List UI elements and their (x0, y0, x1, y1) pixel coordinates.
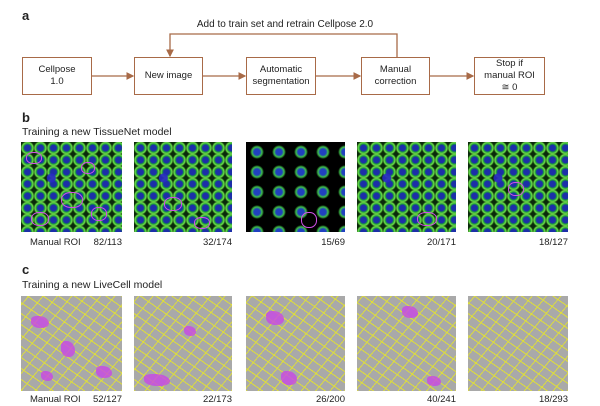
livecell-count-1: 52/127 (92, 394, 122, 405)
box-cellpose-1: Cellpose 1.0 (22, 57, 92, 95)
panel-c-label: c (22, 262, 30, 277)
livecell-image-4 (357, 296, 456, 391)
box-automatic-segmentation: Automatic segmentation (246, 57, 316, 95)
workflow-arrows (92, 33, 475, 80)
row-c-manual-roi-label: Manual ROI (30, 394, 81, 405)
livecell-image-2 (134, 296, 232, 391)
tissuenet-count-4: 20/171 (426, 237, 456, 248)
tissuenet-count-5: 18/127 (538, 237, 568, 248)
tissuenet-image-5 (468, 142, 568, 232)
row-b-manual-roi-label: Manual ROI (30, 237, 81, 248)
tissuenet-image-4 (357, 142, 456, 232)
livecell-count-4: 40/241 (426, 394, 456, 405)
livecell-image-3 (246, 296, 345, 391)
tissuenet-image-2 (134, 142, 232, 232)
livecell-count-5: 18/293 (538, 394, 568, 405)
livecell-image-1 (21, 296, 122, 391)
box-stop: Stop if manual ROI ≅ 0 (474, 57, 545, 95)
tissuenet-image-1 (21, 142, 122, 232)
tissuenet-count-3: 15/69 (321, 237, 345, 248)
livecell-image-5 (468, 296, 568, 391)
feedback-arrow (166, 33, 398, 58)
panel-b-label: b (22, 110, 30, 125)
livecell-count-2: 22/173 (202, 394, 232, 405)
panel-b-title: Training a new TissueNet model (22, 126, 172, 138)
tissuenet-count-2: 32/174 (202, 237, 232, 248)
tissuenet-image-3 (246, 142, 345, 232)
livecell-count-3: 26/200 (315, 394, 345, 405)
tissuenet-count-1: 82/113 (93, 237, 122, 248)
box-manual-correction: Manual correction (361, 57, 430, 95)
panel-a-label: a (22, 8, 30, 23)
box-new-image: New image (134, 57, 203, 95)
loop-label: Add to train set and retrain Cellpose 2.… (196, 19, 374, 30)
panel-c-title: Training a new LiveCell model (22, 279, 163, 291)
